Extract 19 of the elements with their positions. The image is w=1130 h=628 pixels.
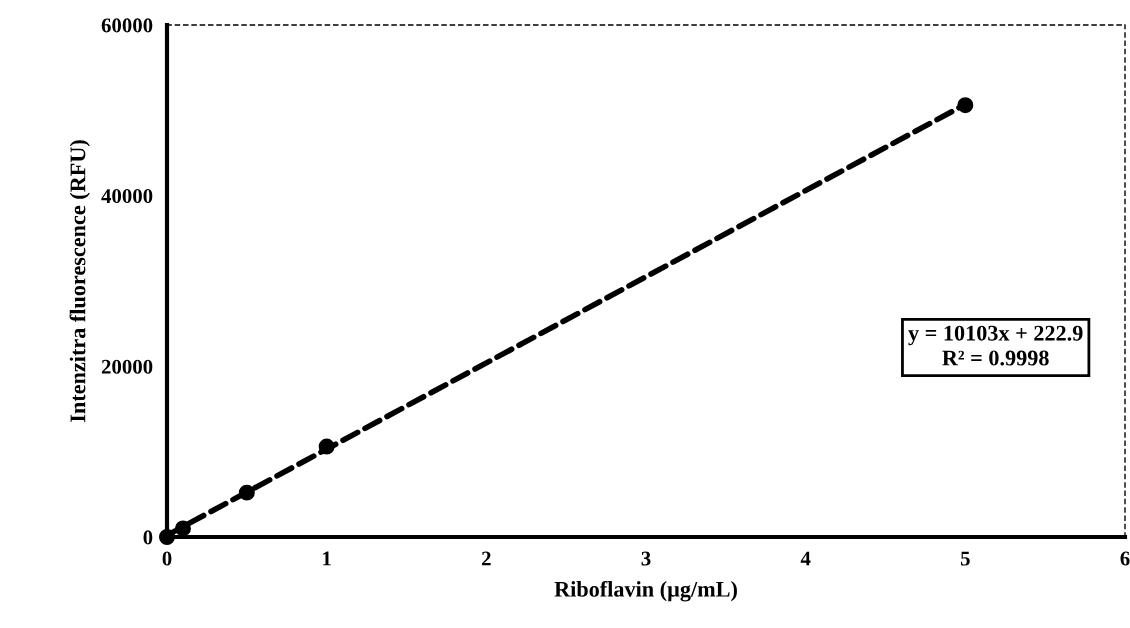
x-tick-label: 4 [800, 551, 811, 566]
point [318, 438, 335, 455]
point [159, 529, 175, 545]
x-tick-label: 6 [1120, 551, 1130, 566]
x-tick-label: 3 [641, 551, 651, 566]
x-tick-label: 1 [323, 551, 331, 566]
point [238, 484, 255, 501]
x-tick-label: 5 [960, 551, 970, 566]
x-axis-title: Riboflavin (µg/mL) [554, 580, 737, 602]
point [957, 97, 974, 114]
point [174, 520, 191, 537]
y-tick-label: 20000 [101, 359, 153, 374]
x-tick-label: 2 [482, 551, 491, 566]
y-tick-label: 40000 [101, 189, 153, 204]
x-tick-label: 0 [162, 551, 172, 566]
y-axis-title: Intenzitra fluorescence (RFU) [69, 140, 90, 422]
annotation: y = 10103x + 222.9 R² = 0.9998 [908, 325, 1083, 366]
y-tick-label: 0 [143, 530, 153, 545]
y-tick-label: 60000 [101, 18, 153, 33]
